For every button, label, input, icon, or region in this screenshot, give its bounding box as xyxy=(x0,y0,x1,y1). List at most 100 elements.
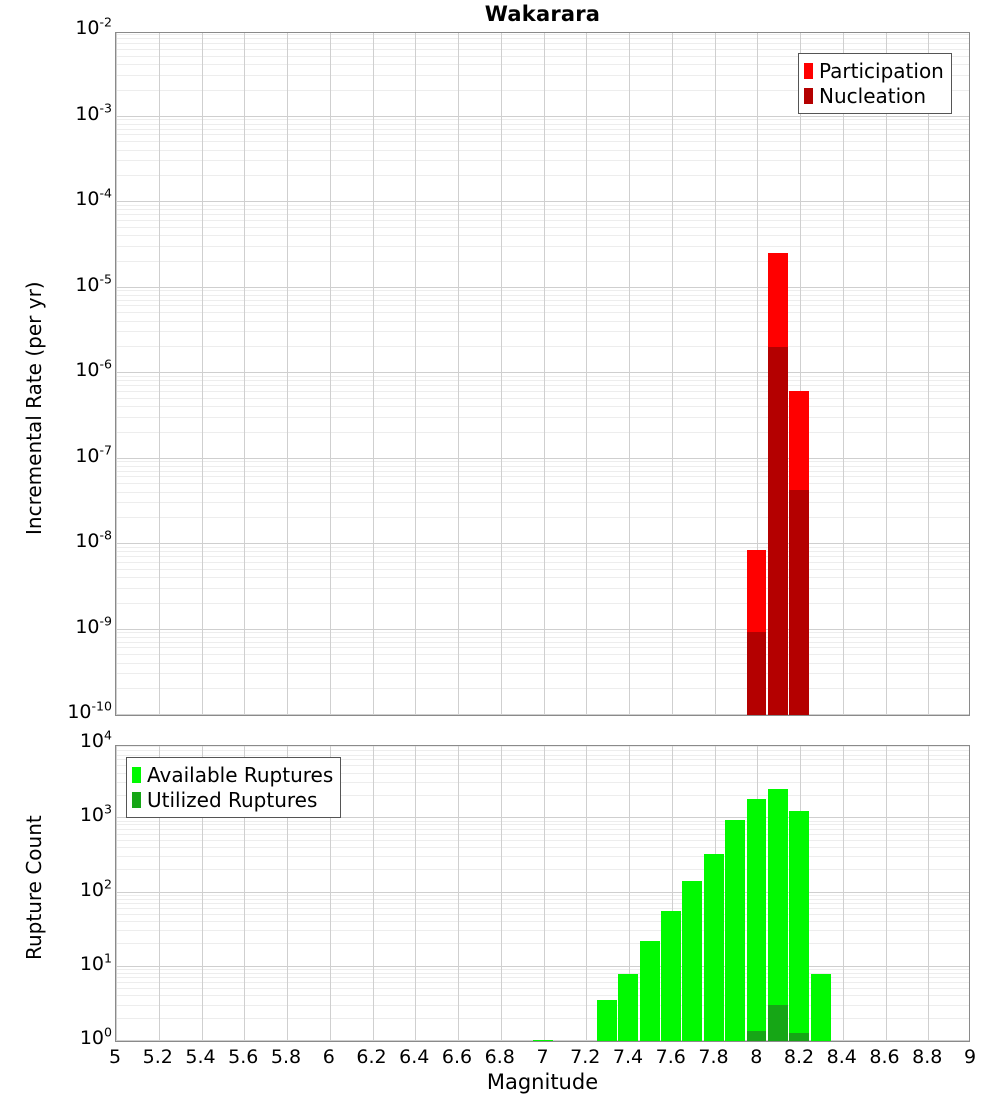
gridline-minor xyxy=(116,134,969,136)
gridline-minor xyxy=(116,972,969,974)
gridline-vertical xyxy=(201,746,203,1041)
gridline-minor xyxy=(116,765,969,767)
gridline-minor xyxy=(116,128,969,130)
gridline-minor xyxy=(116,869,969,871)
gridline-vertical xyxy=(500,33,502,715)
gridline-vertical xyxy=(714,33,716,715)
bar xyxy=(746,1031,767,1041)
bar xyxy=(767,788,788,1041)
gridline-minor xyxy=(116,245,969,247)
gridline-minor xyxy=(116,982,969,984)
gridline-minor xyxy=(116,907,969,909)
y-tick-value: 102 xyxy=(79,876,112,901)
gridline-minor xyxy=(116,754,969,756)
gridline-vertical xyxy=(928,33,930,715)
gridline-minor xyxy=(116,551,969,553)
x-tick-label: 6.6 xyxy=(441,1046,473,1068)
gridline-minor xyxy=(116,55,969,57)
gridline-vertical xyxy=(800,33,801,715)
gridline-minor xyxy=(116,260,969,262)
gridline-minor xyxy=(116,483,969,485)
gridline-minor xyxy=(116,561,969,563)
gridline-minor xyxy=(116,930,969,932)
gridline-vertical xyxy=(458,746,459,1041)
gridline-minor xyxy=(116,390,969,392)
gridline-minor xyxy=(116,375,969,377)
bar xyxy=(639,941,660,1041)
bar xyxy=(532,1040,553,1041)
gridline-minor xyxy=(116,43,969,45)
gridline-minor xyxy=(116,461,969,463)
gridline-minor xyxy=(116,89,969,91)
gridline-minor xyxy=(116,385,969,387)
legend-item: Utilized Ruptures xyxy=(132,787,333,812)
x-tick-label: 5.4 xyxy=(185,1046,216,1068)
gridline-minor xyxy=(116,673,969,675)
legend-item-label: Nucleation xyxy=(819,83,927,108)
legend-item: Available Ruptures xyxy=(132,762,333,787)
gridline-minor xyxy=(116,431,969,433)
y-tick-value: 10-8 xyxy=(75,527,112,552)
gridline-major xyxy=(116,543,969,544)
gridline-vertical xyxy=(842,746,844,1041)
x-tick-label: 7.2 xyxy=(570,1046,601,1068)
y-tick-value: 103 xyxy=(79,801,112,827)
bar xyxy=(746,799,767,1041)
gridline-minor xyxy=(116,568,969,570)
legend-color-swatch xyxy=(804,62,813,79)
gridline-minor xyxy=(116,647,969,649)
gridline-minor xyxy=(116,750,969,752)
gridline-minor xyxy=(116,1017,969,1019)
gridline-minor xyxy=(116,632,969,634)
gridline-minor xyxy=(116,320,969,322)
gridline-major xyxy=(116,965,969,967)
gridline-minor xyxy=(116,781,969,783)
gridline-minor xyxy=(116,636,969,638)
x-tick-label: 8.4 xyxy=(826,1046,857,1068)
x-tick-label: 6.8 xyxy=(484,1046,515,1068)
gridline-minor xyxy=(116,556,969,558)
bar xyxy=(746,632,767,715)
gridline-minor xyxy=(116,331,969,333)
gridline-minor xyxy=(116,977,969,979)
gridline-minor xyxy=(116,491,969,493)
y-tick-value: 10-5 xyxy=(75,271,112,296)
gridline-minor xyxy=(116,219,969,221)
gridline-minor xyxy=(116,397,969,399)
gridline-minor xyxy=(116,175,969,177)
bar xyxy=(596,999,617,1041)
gridline-major xyxy=(116,372,969,373)
gridline-vertical xyxy=(329,33,331,715)
page-title: Wakarara xyxy=(484,2,601,26)
y-tick-value: 104 xyxy=(79,727,112,752)
legend-item-label: Participation xyxy=(819,58,944,83)
gridline-major xyxy=(116,891,969,893)
gridline-vertical xyxy=(287,33,288,715)
gridline-vertical xyxy=(928,746,930,1041)
gridline-minor xyxy=(116,898,969,900)
x-tick-label: 7.8 xyxy=(698,1046,729,1068)
gridline-minor xyxy=(116,969,969,971)
bar xyxy=(725,819,746,1041)
gridline-minor xyxy=(116,502,969,504)
gridline-vertical xyxy=(543,746,545,1041)
gridline-minor xyxy=(116,846,969,848)
gridline-vertical xyxy=(329,746,331,1041)
bar xyxy=(661,910,681,1041)
gridline-minor xyxy=(116,546,969,548)
bar xyxy=(789,1032,810,1041)
gridline-minor xyxy=(116,943,969,945)
gridline-vertical xyxy=(201,33,203,715)
gridline-minor xyxy=(116,759,969,761)
x-tick-label: 8.2 xyxy=(783,1046,815,1068)
gridline-major xyxy=(116,714,969,715)
x-tick-label: 5.2 xyxy=(142,1046,173,1068)
gridline-minor xyxy=(116,74,969,76)
gridline-vertical xyxy=(842,33,844,715)
gridline-minor xyxy=(116,995,969,997)
gridline-vertical xyxy=(500,746,502,1041)
gridline-minor xyxy=(116,772,969,774)
gridline-minor xyxy=(116,913,969,915)
bottom-y-axis-label: Rupture Count xyxy=(22,815,46,960)
